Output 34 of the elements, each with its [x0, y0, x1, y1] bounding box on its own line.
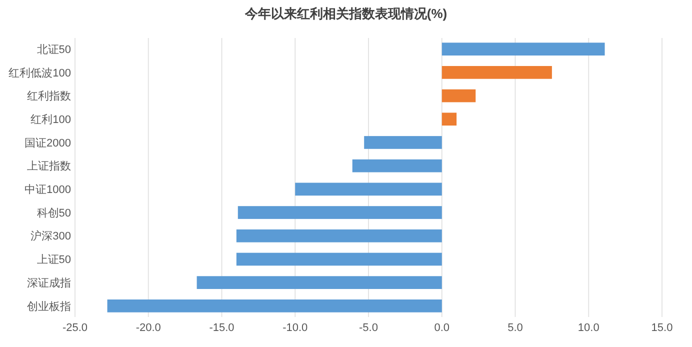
bar: [238, 206, 442, 219]
bar: [364, 136, 442, 149]
y-tick-label: 上证50: [36, 253, 71, 266]
y-tick-label: 上证指数: [27, 160, 71, 173]
y-tick-label: 沪深300: [30, 230, 71, 243]
y-tick-label: 红利低波100: [8, 66, 71, 80]
y-tick-label: 创业板指: [27, 300, 71, 313]
x-tick-label: -5.0: [359, 322, 378, 334]
x-tick-label: 5.0: [508, 322, 523, 334]
x-tick-label: -20.0: [136, 322, 161, 334]
x-tick-label: -25.0: [62, 322, 88, 334]
y-tick-label: 红利指数: [27, 90, 71, 103]
y-tick-label: 深证成指: [27, 276, 71, 290]
bar: [295, 182, 442, 196]
bar: [236, 229, 442, 242]
bar: [352, 159, 442, 172]
bar: [442, 42, 605, 56]
bar: [196, 276, 442, 289]
y-tick-label: 北证50: [36, 42, 71, 56]
x-tick-label: 10.0: [578, 322, 600, 334]
bar: [442, 112, 457, 126]
chart-title: 今年以来红利相关指数表现情况(%): [244, 6, 448, 21]
x-tick-label: -10.0: [282, 322, 308, 334]
bar: [442, 66, 552, 79]
y-tick-label: 中证1000: [24, 183, 71, 196]
bar: [107, 299, 442, 312]
x-tick-label: -15.0: [209, 322, 234, 334]
y-tick-label: 国证2000: [24, 137, 71, 150]
y-tick-label: 科创50: [36, 207, 71, 220]
x-tick-label: 15.0: [651, 322, 673, 334]
bar: [236, 252, 442, 266]
x-tick-label: 0.0: [434, 322, 450, 334]
y-tick-label: 红利100: [30, 112, 71, 126]
bar: [442, 89, 476, 102]
